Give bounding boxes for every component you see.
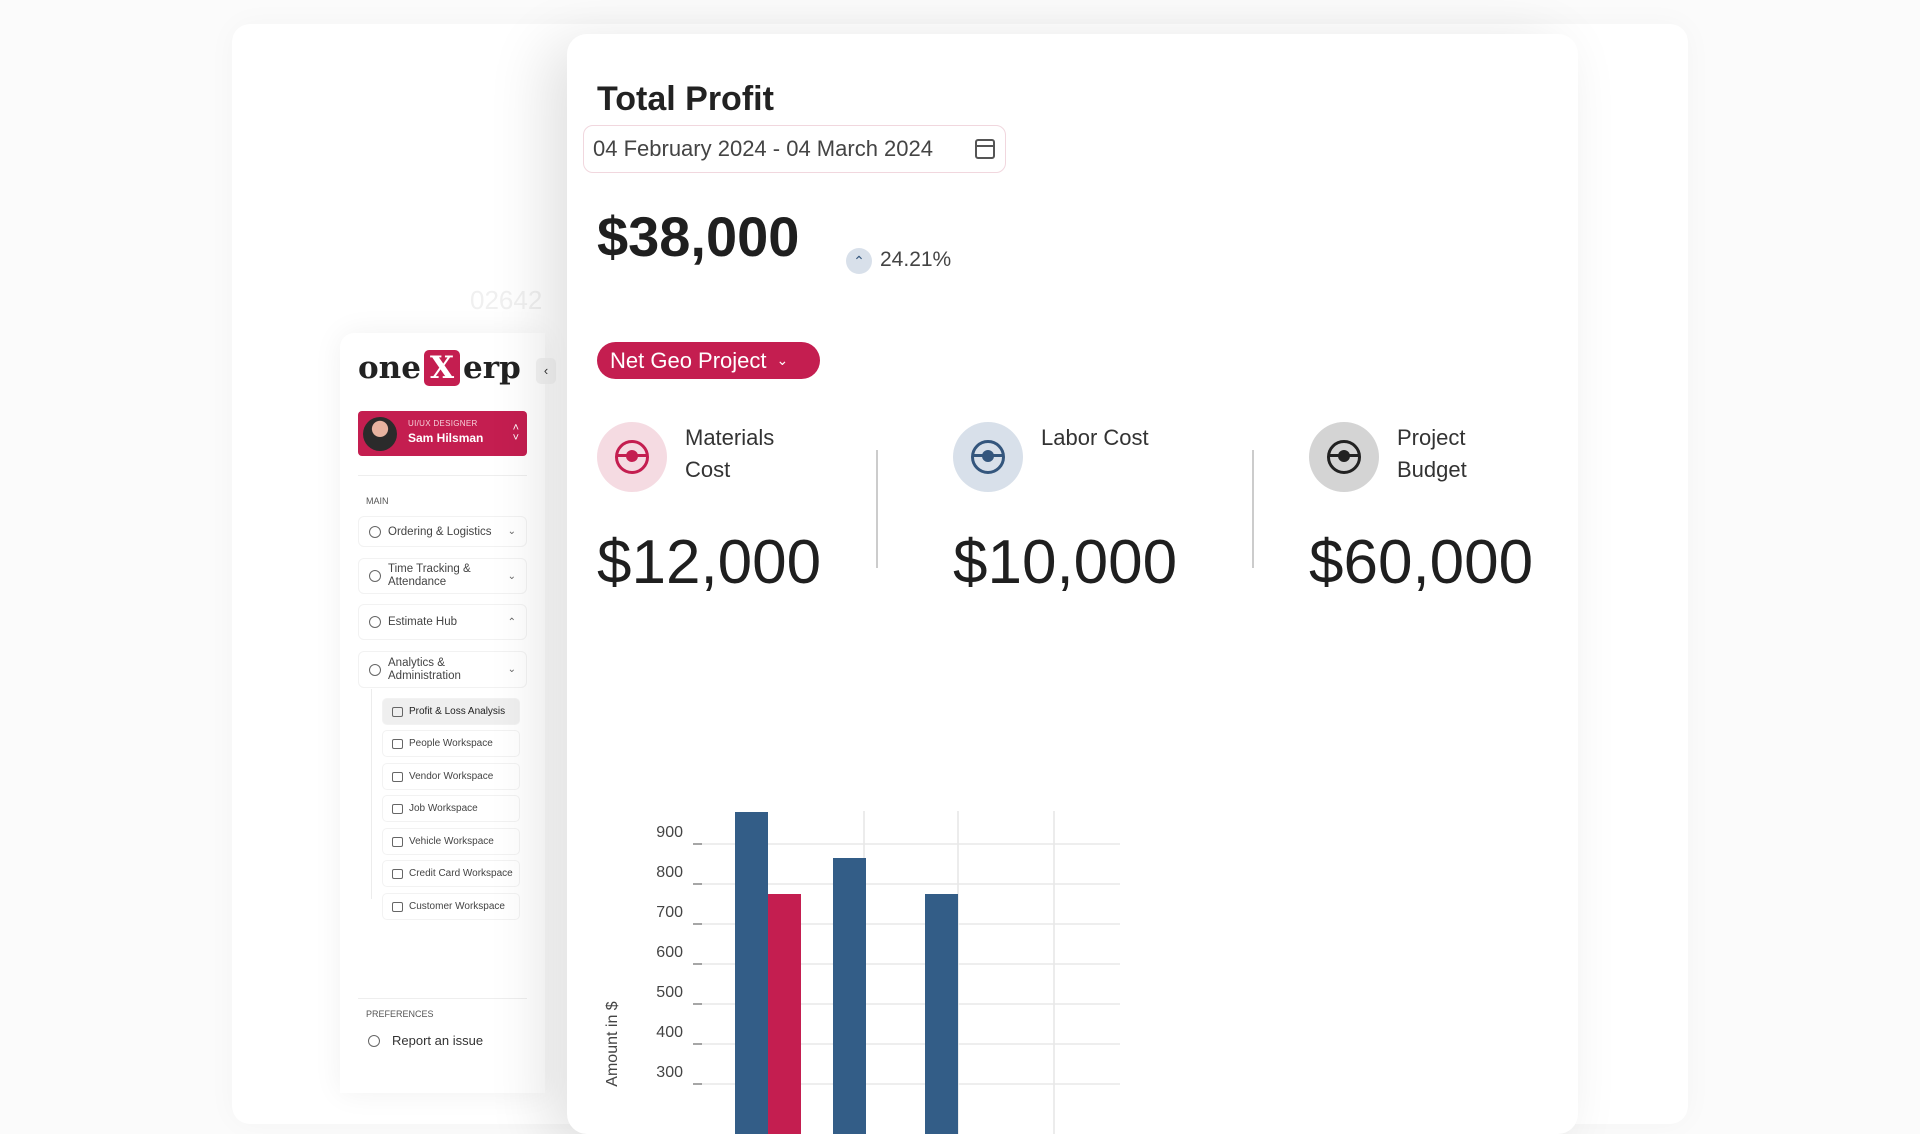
report-issue-link[interactable]: Report an issue [368,1033,483,1048]
analytics-icon [369,663,381,676]
sub-job[interactable]: Job Workspace [382,795,520,822]
store-icon [392,771,403,782]
calendar-icon [975,139,995,159]
date-range-picker[interactable]: 04 February 2024 - 04 March 2024 [583,125,1006,173]
chevron-down-icon: ⌄ [507,664,516,675]
sub-customer[interactable]: Customer Workspace [382,893,520,920]
chevron-up-icon: ⌃ [507,616,516,628]
stat-value: $12,000 [597,528,822,597]
clock-icon [369,570,381,582]
steering-wheel-icon [1327,440,1361,474]
estimate-icon [369,616,381,628]
briefcase-icon [392,803,403,814]
chevron-down-icon: ⌄ [507,526,516,537]
bar [768,894,801,1134]
bar-chart: 300 400 500 600 700 800 900 Amount in $ [604,811,1120,1134]
nav-estimate-hub[interactable]: Estimate Hub ⌃ [358,604,527,640]
sub-people[interactable]: People Workspace [382,730,520,757]
box-icon [369,525,381,538]
profit-card: Total Profit 04 February 2024 - 04 March… [567,34,1578,1134]
total-profit-value: $38,000 [597,205,800,268]
stat-label: Labor Cost [1041,425,1149,450]
steering-wheel-icon [615,440,649,474]
divider [876,450,878,568]
y-axis-label: Amount in $ [604,1001,621,1086]
steering-wheel-icon [971,440,1005,474]
user-role: UI/UX DESIGNER [408,419,478,428]
car-icon [392,836,403,847]
y-tick-label: 900 [656,824,683,841]
arrow-up-icon: ⌃ [846,248,872,274]
section-label-main: MAIN [366,496,389,506]
stat-value: $10,000 [953,528,1178,597]
credit-card-icon [392,868,403,879]
section-label-preferences: PREFERENCES [366,1009,434,1019]
nav-analytics[interactable]: Analytics & Administration ⌄ [358,651,527,688]
bar [925,894,958,1134]
user-name: Sam Hilsman [408,431,484,445]
tree-line [371,689,381,899]
divider [1252,450,1254,568]
stat-icon-bg [1309,422,1379,492]
y-tick-label: 700 [656,904,683,921]
y-tick-label: 600 [656,944,683,961]
stat-icon-bg [597,422,667,492]
collapse-sidebar-button[interactable]: ‹ [536,358,556,384]
sub-vehicle[interactable]: Vehicle Workspace [382,828,520,855]
chart-icon [392,706,403,717]
sub-profit-loss[interactable]: Profit & Loss Analysis [382,698,520,725]
page-title: Total Profit [597,80,774,118]
project-select[interactable]: Net Geo Project ⌄ [597,342,820,379]
y-tick-label: 300 [656,1064,683,1081]
bar [833,858,866,1134]
y-tick-label: 500 [656,984,683,1001]
nav-ordering-logistics[interactable]: Ordering & Logistics ⌄ [358,516,527,547]
user-switcher[interactable]: UI/UX DESIGNER Sam Hilsman ˄ ˅ [358,411,527,456]
nav-time-tracking[interactable]: Time Tracking & Attendance ⌄ [358,558,527,594]
divider [358,475,527,476]
sub-vendor[interactable]: Vendor Workspace [382,763,520,790]
stat-icon-bg [953,422,1023,492]
chevron-updown-icon: ˄ ˅ [512,422,519,444]
customer-icon [392,901,403,912]
people-icon [392,738,403,749]
ghost-text: 02642 [470,285,543,315]
stat-label: Materials Cost [685,425,775,482]
y-tick-label: 400 [656,1024,683,1041]
bar [735,812,768,1134]
chevron-down-icon: ⌄ [776,352,789,368]
chevron-down-icon: ⌄ [507,570,516,582]
avatar [363,417,397,451]
stat-label: Project Budget [1397,425,1467,482]
sub-credit-card[interactable]: Credit Card Workspace [382,860,520,887]
y-tick-label: 800 [656,864,683,881]
stat-value: $60,000 [1309,528,1534,597]
shield-icon [368,1034,380,1047]
change-percent: 24.21% [880,248,952,271]
divider [358,998,527,999]
